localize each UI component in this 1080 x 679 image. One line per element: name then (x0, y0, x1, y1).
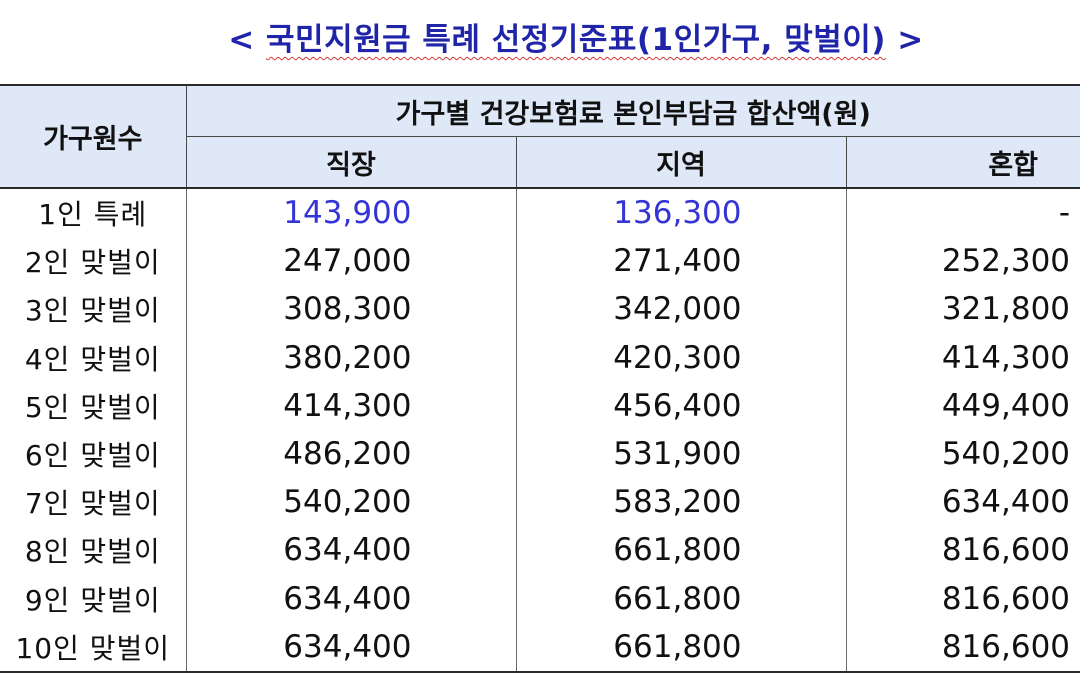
row-label: 3인 맞벌이 (0, 285, 187, 334)
title-text: 국민지원금 특례 선정기준표(1인가구, 맞벌이) (266, 22, 886, 58)
mixed-cell: 816,600 (941, 532, 1071, 569)
column-header-regional: 지역 (516, 136, 847, 188)
workplace-cell: 308,300 (186, 285, 517, 334)
workplace-cell: 540,200 (186, 478, 517, 527)
workplace-cell: 634,400 (186, 622, 517, 672)
mixed-cell: 816,600 (941, 580, 1071, 617)
table-row: 2인 맞벌이 247,000 271,400 252,300 (0, 237, 1080, 286)
regional-cell: 661,800 (516, 526, 847, 575)
column-header-mixed: 혼합 (846, 136, 1080, 188)
mixed-cell: 449,400 (941, 387, 1071, 424)
row-label: 7인 맞벌이 (0, 478, 187, 527)
mixed-cell: 414,300 (941, 339, 1071, 376)
title-prefix: < (228, 22, 267, 58)
regional-cell: 420,300 (516, 333, 847, 382)
mixed-cell: 252,300 (941, 243, 1071, 280)
column-header-workplace: 직장 (186, 136, 517, 188)
mixed-cell: - (1058, 195, 1071, 232)
row-label: 2인 맞벌이 (0, 237, 187, 286)
row-label: 8인 맞벌이 (0, 526, 187, 575)
table-row: 7인 맞벌이 540,200 583,200 634,400 (0, 478, 1080, 527)
table-body: 1인 특례 143,900 136,300 - 2인 맞벌이 247,000 271,400… (0, 188, 1080, 672)
workplace-cell: 143,900 (186, 188, 517, 238)
row-label: 5인 맞벌이 (0, 381, 187, 430)
header-row-columns: 직장 지역 혼합 (0, 136, 1080, 188)
regional-cell: 583,200 (516, 478, 847, 527)
table-header: 가구원수 가구별 건강보험료 본인부담금 합산액(원) 직장 지역 혼합 (0, 85, 1080, 188)
table-row: 3인 맞벌이 308,300 342,000 321,800 (0, 285, 1080, 334)
regional-cell: 531,900 (516, 429, 847, 479)
table-row: 10인 맞벌이 634,400 661,800 816,600 (0, 622, 1080, 672)
regional-cell: 456,400 (516, 381, 847, 430)
table-row: 9인 맞벌이 634,400 661,800 816,600 (0, 574, 1080, 623)
regional-cell: 271,400 (516, 237, 847, 286)
workplace-cell: 414,300 (186, 381, 517, 430)
workplace-cell: 486,200 (186, 429, 517, 479)
mixed-cell: 540,200 (941, 436, 1071, 473)
table-row: 4인 맞벌이 380,200 420,300 414,300 (0, 333, 1080, 382)
mixed-cell: 816,600 (941, 628, 1071, 665)
table-row: 8인 맞벌이 634,400 661,800 816,600 (0, 526, 1080, 575)
mixed-cell: 634,400 (941, 484, 1071, 521)
regional-cell: 136,300 (516, 188, 847, 238)
premium-total-header: 가구별 건강보험료 본인부담금 합산액(원) (186, 85, 1080, 137)
header-row-group: 가구원수 가구별 건강보험료 본인부담금 합산액(원) (0, 85, 1080, 188)
workplace-cell: 247,000 (186, 237, 517, 286)
row-label: 6인 맞벌이 (0, 429, 187, 479)
row-label: 4인 맞벌이 (0, 333, 187, 382)
workplace-cell: 380,200 (186, 333, 517, 382)
row-label: 9인 맞벌이 (0, 574, 187, 623)
title-suffix: > (885, 22, 924, 58)
row-label: 1인 특례 (0, 188, 187, 238)
mixed-cell: 321,800 (941, 291, 1071, 328)
household-size-header: 가구원수 (0, 85, 187, 188)
regional-cell: 661,800 (516, 622, 847, 672)
page-title: < 국민지원금 특례 선정기준표(1인가구, 맞벌이) > (0, 14, 1080, 59)
regional-cell: 661,800 (516, 574, 847, 623)
workplace-cell: 634,400 (186, 526, 517, 575)
criteria-table: 가구원수 가구별 건강보험료 본인부담금 합산액(원) 직장 지역 혼합 1인 … (0, 84, 1080, 673)
table-row: 1인 특례 143,900 136,300 - (0, 188, 1080, 238)
table-row: 5인 맞벌이 414,300 456,400 449,400 (0, 381, 1080, 430)
row-label: 10인 맞벌이 (0, 622, 187, 672)
table-row: 6인 맞벌이 486,200 531,900 540,200 (0, 429, 1080, 479)
regional-cell: 342,000 (516, 285, 847, 334)
workplace-cell: 634,400 (186, 574, 517, 623)
